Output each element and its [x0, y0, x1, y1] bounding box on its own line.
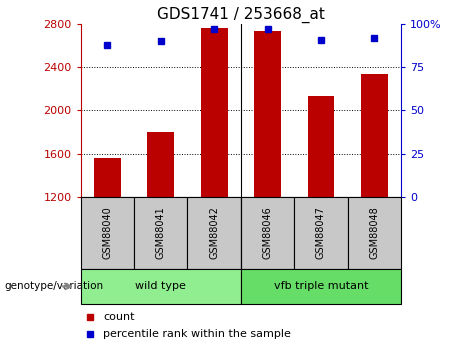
- Bar: [307, 96, 334, 197]
- Bar: [361, 74, 388, 197]
- Bar: [294, 197, 348, 269]
- Bar: [188, 197, 241, 269]
- Bar: [241, 269, 401, 304]
- Bar: [241, 197, 294, 269]
- Text: GSM88042: GSM88042: [209, 206, 219, 259]
- Title: GDS1741 / 253668_at: GDS1741 / 253668_at: [157, 7, 325, 23]
- Text: GSM88047: GSM88047: [316, 206, 326, 259]
- Text: GSM88046: GSM88046: [263, 207, 272, 259]
- Text: GSM88048: GSM88048: [369, 207, 379, 259]
- Text: genotype/variation: genotype/variation: [5, 282, 104, 291]
- Bar: [348, 197, 401, 269]
- Text: GSM88040: GSM88040: [102, 207, 112, 259]
- Text: percentile rank within the sample: percentile rank within the sample: [103, 329, 291, 339]
- Bar: [134, 197, 188, 269]
- Bar: [148, 132, 174, 197]
- Bar: [81, 197, 134, 269]
- Text: vfb triple mutant: vfb triple mutant: [274, 282, 368, 291]
- Text: wild type: wild type: [136, 282, 186, 291]
- Bar: [81, 269, 241, 304]
- Text: count: count: [103, 312, 135, 322]
- Bar: [94, 158, 121, 197]
- Text: GSM88041: GSM88041: [156, 207, 166, 259]
- Bar: [254, 31, 281, 197]
- Bar: [201, 29, 228, 197]
